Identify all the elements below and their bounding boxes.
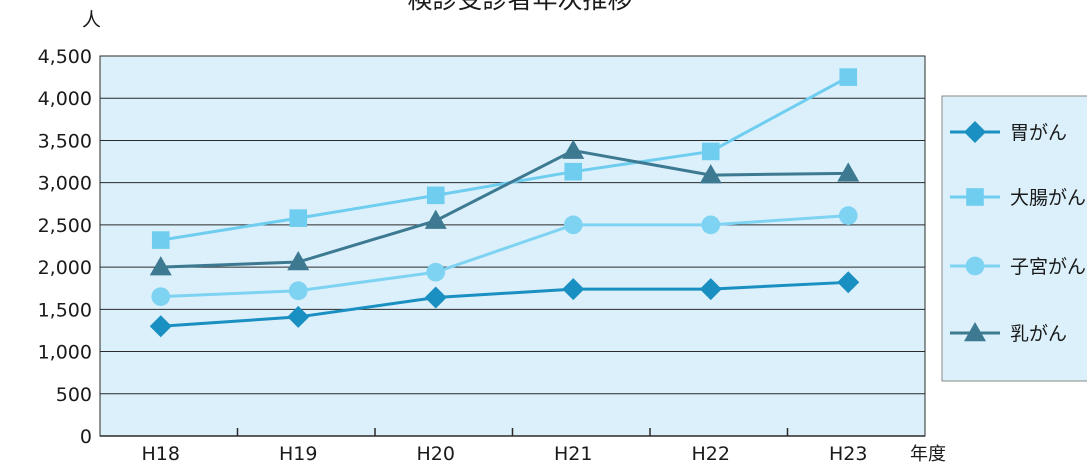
data-point bbox=[837, 271, 860, 294]
data-point bbox=[287, 305, 310, 328]
series-line bbox=[160, 214, 849, 299]
x-tick-label: H20 bbox=[417, 443, 455, 463]
data-point bbox=[701, 215, 721, 235]
chart-title: 検診受診者年次推移 bbox=[407, 0, 632, 14]
legend-marker bbox=[964, 322, 986, 342]
y-axis-label: 人 bbox=[82, 9, 101, 31]
data-point bbox=[424, 209, 447, 229]
legend-marker bbox=[964, 121, 986, 143]
data-point bbox=[287, 251, 310, 271]
data-point bbox=[151, 231, 170, 249]
data-point bbox=[699, 164, 722, 184]
data-point bbox=[149, 256, 172, 276]
x-tick-label: H19 bbox=[279, 443, 317, 463]
series-line bbox=[160, 149, 849, 269]
y-tick-label: 500 bbox=[56, 384, 92, 406]
y-tick-label: 3,000 bbox=[38, 173, 92, 195]
legend-label: 子宮がん bbox=[1010, 256, 1086, 278]
data-point bbox=[562, 278, 585, 301]
data-point bbox=[563, 215, 583, 235]
data-point bbox=[426, 186, 445, 205]
y-tick-label: 1,500 bbox=[38, 299, 92, 321]
legend-marker bbox=[965, 256, 985, 276]
data-point bbox=[564, 162, 583, 181]
data-point bbox=[838, 206, 858, 225]
x-tick-label: H18 bbox=[142, 443, 180, 463]
x-tick-label: H22 bbox=[692, 443, 730, 463]
legend-marker bbox=[966, 188, 984, 206]
legend-label: 大腸がん bbox=[1010, 187, 1086, 209]
data-point bbox=[701, 142, 720, 161]
legend-label: 胃がん bbox=[1010, 122, 1067, 144]
legend-label: 乳がん bbox=[1010, 323, 1067, 345]
y-tick-label: 2,500 bbox=[38, 215, 92, 237]
data-point bbox=[699, 278, 722, 301]
y-tick-label: 4,000 bbox=[38, 88, 92, 110]
y-tick-label: 2,000 bbox=[38, 257, 92, 279]
data-point bbox=[837, 162, 860, 182]
y-tick-label: 3,500 bbox=[38, 130, 92, 152]
data-point bbox=[424, 286, 447, 309]
data-point bbox=[839, 68, 858, 86]
data-point bbox=[426, 262, 446, 282]
y-tick-label: 0 bbox=[80, 426, 92, 448]
series-line bbox=[160, 75, 849, 242]
x-axis-label: 年度 bbox=[910, 444, 946, 463]
y-tick-label: 1,000 bbox=[38, 342, 92, 364]
data-point bbox=[562, 139, 585, 159]
x-tick-label: H21 bbox=[554, 443, 592, 463]
x-tick-label: H23 bbox=[829, 443, 867, 463]
y-tick-label: 4,500 bbox=[38, 46, 92, 68]
data-point bbox=[151, 287, 171, 307]
data-point bbox=[288, 281, 308, 301]
data-point bbox=[149, 315, 172, 338]
data-point bbox=[289, 209, 308, 227]
series-line bbox=[160, 280, 849, 328]
